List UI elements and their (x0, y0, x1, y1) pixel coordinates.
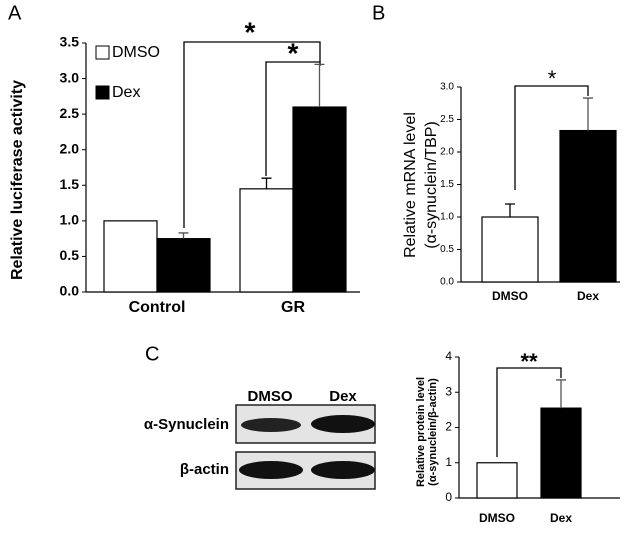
y-tick-label: 2.0 (60, 140, 80, 156)
significance-star: * (245, 16, 256, 47)
y-tick-label: 0 (445, 490, 452, 504)
y-tick-label: 1 (445, 455, 452, 469)
y-tick-label: 4 (445, 349, 452, 363)
legend-swatch (95, 85, 110, 100)
significance-bracket (496, 367, 562, 457)
error-bar (314, 63, 325, 108)
significance-star: ** (520, 349, 538, 374)
y-tick-label: 0.5 (440, 244, 454, 255)
legend-label: Dex (112, 84, 140, 101)
error-bar (178, 232, 189, 239)
y-tick-label: 1.0 (60, 212, 80, 228)
blot-row-label: β-actin (180, 461, 229, 478)
x-tick-label: DMSO (479, 511, 515, 525)
panel-label: B (372, 2, 385, 24)
error-bar (583, 97, 593, 131)
y-tick-label: 1.5 (440, 179, 454, 190)
bar (292, 106, 347, 293)
y-tick-label: 2.0 (440, 147, 454, 158)
error-bar (505, 203, 515, 217)
blot-band (311, 415, 375, 433)
y-axis-title: (α-synuclein/TBP) (423, 121, 440, 249)
blot-column-label: Dex (329, 388, 357, 405)
blot-band (241, 418, 301, 432)
blot-row-label: α-Synuclein (144, 416, 229, 433)
blot-band (239, 461, 303, 479)
y-tick-label: 1.0 (440, 212, 454, 223)
significance-bracket (183, 41, 321, 228)
bar (476, 462, 518, 499)
y-tick-label: 2 (445, 420, 452, 434)
x-tick-label: Dex (550, 511, 572, 525)
y-tick-label: 3 (445, 384, 452, 398)
significance-star: * (548, 66, 557, 91)
bar (481, 216, 539, 283)
y-tick-label: 3.5 (60, 34, 80, 50)
y-tick-label: 2.5 (60, 105, 80, 121)
y-tick-label: 0.0 (60, 283, 80, 299)
significance-bracket (514, 85, 589, 190)
bar (540, 407, 582, 499)
panel-label: C (145, 343, 159, 365)
bar (239, 188, 294, 293)
significance-star: * (288, 37, 299, 68)
y-tick-label: 0.5 (60, 247, 80, 263)
bar (103, 220, 158, 293)
blot-band (311, 461, 375, 479)
y-axis-title: Relative mRNA level (402, 112, 419, 258)
x-tick-label: Control (129, 299, 186, 316)
y-tick-label: 3.0 (440, 82, 454, 93)
bar (559, 129, 617, 283)
y-tick-label: 2.5 (440, 114, 454, 125)
y-tick-label: 3.0 (60, 69, 80, 85)
x-tick-label: Dex (577, 289, 599, 303)
y-axis-title: Relative protein level (415, 377, 427, 487)
bar (156, 238, 211, 293)
panel-label: A (8, 2, 22, 24)
y-axis-title: Relative luciferase activity (9, 80, 26, 280)
y-tick-label: 0.0 (440, 277, 454, 288)
y-axis-title: (α-synuclein/β-actin) (427, 378, 439, 486)
legend-swatch (95, 45, 110, 60)
blot-column-label: DMSO (248, 388, 293, 405)
error-bar (556, 379, 566, 409)
x-tick-label: GR (281, 299, 305, 316)
y-tick-label: 1.5 (60, 176, 80, 192)
error-bar (261, 177, 272, 189)
x-tick-label: DMSO (492, 289, 528, 303)
legend-label: DMSO (112, 44, 160, 61)
